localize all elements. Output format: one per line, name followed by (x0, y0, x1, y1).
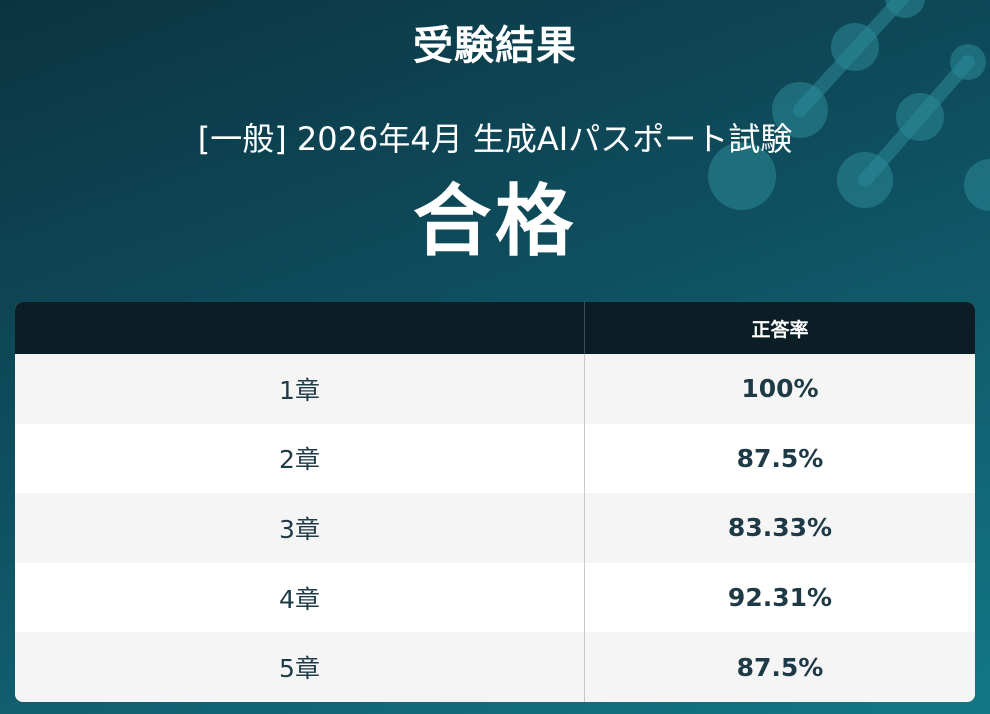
chapter-cell: 1章 (15, 354, 585, 424)
result-status: 合格 (412, 177, 577, 267)
exam-name: [一般] 2026年4月 生成AIパスポート試験 (197, 120, 793, 158)
table-row: 1章 100% (15, 354, 975, 424)
table-row: 3章 83.33% (15, 493, 975, 563)
score-table: 正答率 1章 100% 2章 87.5% 3章 83.33% 4章 92.31%… (15, 302, 975, 702)
table-row: 4章 92.31% (15, 562, 975, 633)
chapter-cell: 4章 (15, 562, 585, 633)
page-title: 受験結果 (413, 23, 577, 69)
table-row: 5章 87.5% (15, 632, 975, 702)
table-body: 1章 100% 2章 87.5% 3章 83.33% 4章 92.31% 5章 … (15, 354, 975, 702)
column-header-rate: 正答率 (751, 318, 809, 341)
rate-cell: 83.33% (727, 513, 833, 543)
rate-cell: 87.5% (736, 443, 824, 473)
rate-cell: 100% (741, 374, 819, 404)
chapter-cell: 3章 (15, 493, 585, 563)
table-header: 正答率 (15, 302, 975, 354)
rate-cell: 92.31% (727, 583, 833, 613)
table-row: 2章 87.5% (15, 423, 975, 494)
column-header-chapter (15, 302, 585, 354)
chapter-cell: 5章 (15, 632, 585, 702)
rate-cell: 87.5% (736, 652, 824, 682)
chapter-cell: 2章 (15, 423, 585, 494)
